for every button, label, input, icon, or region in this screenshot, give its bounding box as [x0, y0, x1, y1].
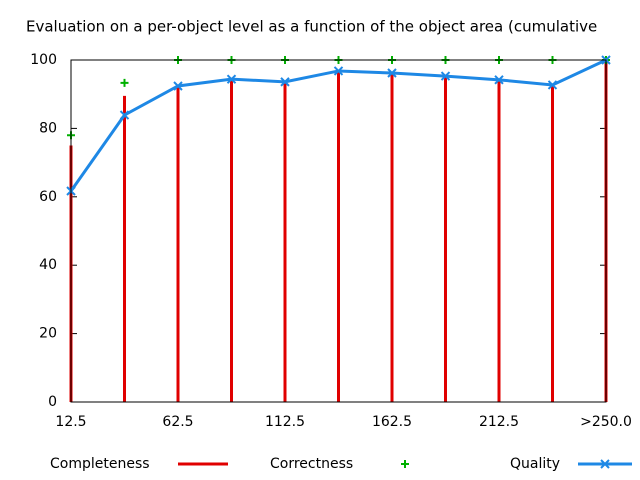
x-tick-label: 212.5 [479, 414, 519, 430]
x-tick-label: 62.5 [162, 414, 193, 430]
chart-title: Evaluation on a per-object level as a fu… [26, 18, 597, 36]
y-tick-label: 100 [30, 52, 57, 68]
y-tick-label: 40 [39, 257, 57, 273]
y-tick-label: 80 [39, 120, 57, 136]
y-tick-label: 0 [48, 394, 57, 410]
point [547, 80, 558, 90]
x-tick-label: 162.5 [372, 414, 412, 430]
legend-swatch [401, 460, 409, 468]
point [387, 68, 397, 78]
x-tick-label: 112.5 [265, 414, 305, 430]
point [333, 66, 344, 76]
legend-label: Quality [510, 456, 560, 472]
x-tick-label: 12.5 [55, 414, 86, 430]
point [226, 74, 237, 84]
point [173, 81, 183, 91]
y-tick-label: 60 [39, 189, 57, 205]
point [440, 71, 451, 81]
plot-frame [70, 59, 607, 403]
x-tick-label: >250.0 [580, 414, 632, 430]
legend-label: Completeness [50, 456, 150, 472]
legend-swatch [600, 459, 610, 469]
y-tick-label: 20 [39, 326, 57, 342]
point [119, 110, 130, 120]
point [120, 78, 129, 87]
legend-label: Correctness [270, 456, 353, 472]
point [280, 77, 290, 87]
point [494, 75, 504, 85]
